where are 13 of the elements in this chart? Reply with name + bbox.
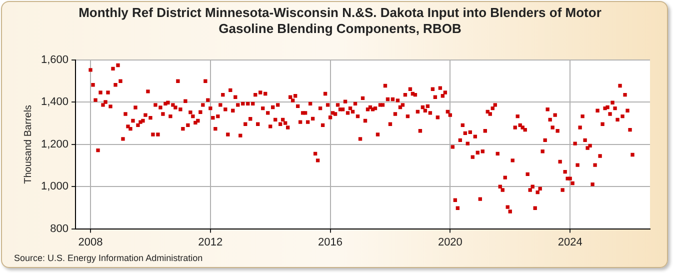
chart-title: Monthly Ref District Minnesota-Wisconsin N.&S. Dakota Input into Blenders of Motor Gasoline Blending Components, RBOB	[78, 5, 602, 37]
y-tick-label: 1,600	[40, 54, 69, 66]
x-tick-label: 2016	[318, 236, 343, 248]
source-note: Source: U.S. Energy Information Administration	[14, 253, 203, 263]
y-tick-label: 1,400	[40, 96, 69, 108]
y-tick-label: 1,200	[40, 138, 69, 150]
x-tick-label: 2012	[198, 236, 223, 248]
y-tick-label: 800	[50, 222, 69, 235]
y-axis-title: Thousand Barrels	[22, 104, 34, 184]
x-tick-label: 2008	[78, 236, 103, 248]
x-tick-label: 2024	[558, 236, 582, 248]
x-tick-label: 2020	[438, 236, 462, 248]
y-tick-label: 1,000	[40, 180, 69, 193]
